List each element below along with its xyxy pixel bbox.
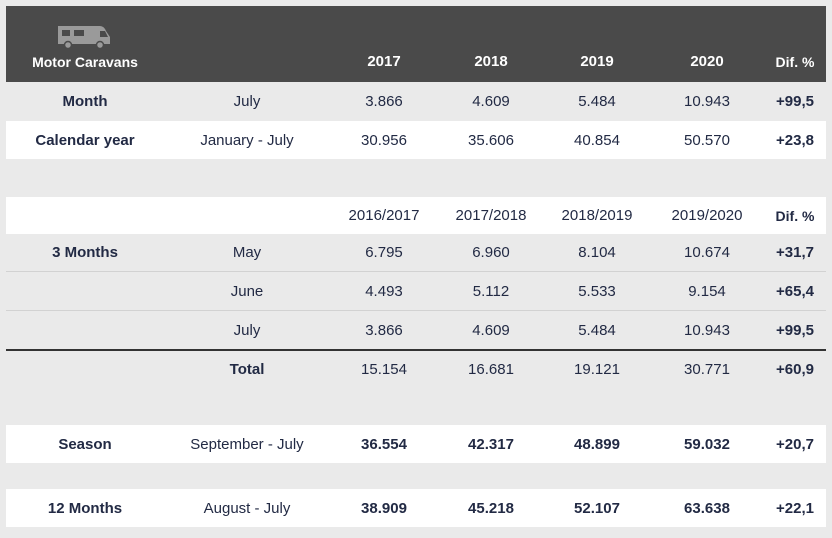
year-2017-header: 2017 <box>367 53 401 70</box>
row-label: Month <box>62 93 108 110</box>
value-cell: 5.112 <box>472 282 510 300</box>
table-title: Motor Caravans <box>32 54 138 70</box>
value-cell: 8.104 <box>578 244 616 261</box>
value-cell: 4.609 <box>472 321 510 339</box>
year-2020-header: 2020 <box>690 53 724 70</box>
row-period: August - July <box>203 499 291 517</box>
value-cell: 6.795 <box>365 244 403 261</box>
diff-cell: +99,5 <box>776 321 814 339</box>
season-header: 2017/2018 <box>455 207 527 224</box>
value-cell: 15.154 <box>361 361 407 378</box>
diff-cell: +99,5 <box>776 93 814 110</box>
row-period: September - July <box>190 435 304 453</box>
month-row: Month July 3.866 4.609 5.484 10.943 +99,… <box>6 82 826 121</box>
value-cell: 36.554 <box>361 435 407 453</box>
value-cell: 30.771 <box>684 361 730 378</box>
value-cell: 52.107 <box>574 499 620 517</box>
row-period: May <box>232 244 262 261</box>
diff-cell: +23,8 <box>776 131 814 149</box>
row-divider <box>6 271 826 272</box>
value-cell: 3.866 <box>365 321 403 339</box>
seasons-header-row: 2016/2017 2017/2018 2018/2019 2019/2020 … <box>6 197 826 234</box>
value-cell: 5.533 <box>578 282 616 300</box>
season-header: 2018/2019 <box>561 207 633 224</box>
value-cell: 40.854 <box>574 131 620 149</box>
diff-cell: +22,1 <box>776 499 814 517</box>
diff-cell: +20,7 <box>776 435 814 453</box>
value-cell: 10.674 <box>684 244 730 261</box>
year-2019-header: 2019 <box>580 53 614 70</box>
row-period: July <box>233 321 261 339</box>
value-cell: 4.493 <box>365 282 403 300</box>
calendar-year-row: Calendar year January - July 30.956 35.6… <box>6 121 826 159</box>
three-months-row-may: 3 Months May 6.795 6.960 8.104 10.674 +3… <box>6 234 826 271</box>
value-cell: 59.032 <box>684 435 730 453</box>
three-months-total-row: Total 15.154 16.681 19.121 30.771 +60,9 <box>6 351 826 388</box>
diff-cell: +65,4 <box>776 282 814 300</box>
value-cell: 30.956 <box>361 131 407 149</box>
row-period: January - July <box>200 131 294 149</box>
value-cell: 50.570 <box>684 131 730 149</box>
value-cell: 10.943 <box>684 93 730 110</box>
three-months-row-june: June 4.493 5.112 5.533 9.154 +65,4 <box>6 272 826 310</box>
diff-header: Dif. % <box>775 54 815 70</box>
motorhome-icon <box>58 26 110 49</box>
row-label: Season <box>58 435 112 453</box>
value-cell: 38.909 <box>361 499 407 517</box>
value-cell: 42.317 <box>468 435 514 453</box>
value-cell: 4.609 <box>472 93 510 110</box>
value-cell: 63.638 <box>684 499 730 517</box>
row-divider <box>6 310 826 311</box>
value-cell: 45.218 <box>468 499 514 517</box>
diff-header: Dif. % <box>775 207 815 224</box>
value-cell: 35.606 <box>468 131 514 149</box>
value-cell: 48.899 <box>574 435 620 453</box>
value-cell: 5.484 <box>578 321 616 339</box>
year-2018-header: 2018 <box>474 53 508 70</box>
value-cell: 6.960 <box>472 244 510 261</box>
diff-cell: +31,7 <box>776 244 814 261</box>
row-label: Calendar year <box>35 131 135 149</box>
value-cell: 3.866 <box>365 93 403 110</box>
value-cell: 16.681 <box>468 361 514 378</box>
row-period: June <box>230 282 264 300</box>
table-header: Motor Caravans 2017 2018 2019 2020 Dif. … <box>6 6 826 82</box>
value-cell: 10.943 <box>684 321 730 339</box>
season-header: 2016/2017 <box>348 207 420 224</box>
season-header: 2019/2020 <box>671 207 743 224</box>
season-row: Season September - July 36.554 42.317 48… <box>6 425 826 463</box>
row-period: July <box>233 93 261 110</box>
value-cell: 9.154 <box>688 282 726 300</box>
diff-cell: +60,9 <box>776 361 814 378</box>
value-cell: 19.121 <box>574 361 620 378</box>
row-label: 12 Months <box>47 499 123 517</box>
twelve-months-row: 12 Months August - July 38.909 45.218 52… <box>6 489 826 527</box>
row-label: 3 Months <box>52 244 118 261</box>
total-label: Total <box>229 361 265 378</box>
total-divider <box>6 349 826 351</box>
value-cell: 5.484 <box>578 93 616 110</box>
three-months-row-july: July 3.866 4.609 5.484 10.943 +99,5 <box>6 311 826 349</box>
